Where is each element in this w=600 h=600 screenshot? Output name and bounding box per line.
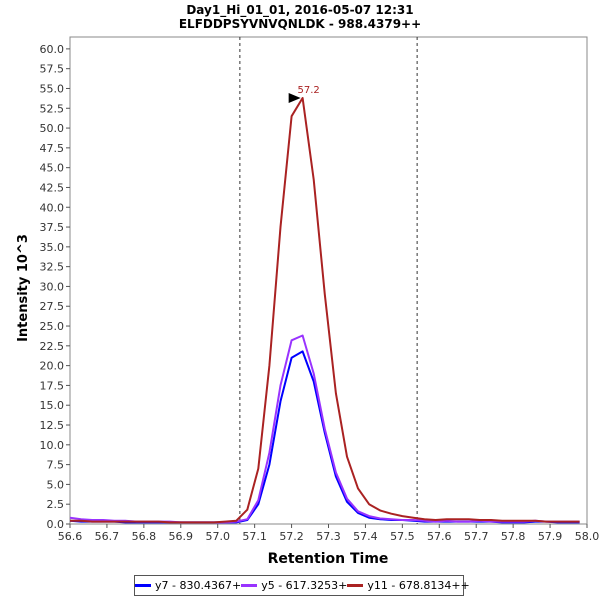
y-tick-label: 7.5 <box>47 459 65 472</box>
axes: 56.6 56.7 56.8 56.9 57.0 57.1 57.2 57.3 57.4 57.5… <box>40 43 600 543</box>
chart-subtitle: ELFDDPSYVNVQNLDK - 988.4379++ <box>179 17 421 31</box>
x-tick-label: 56.8 <box>132 530 157 543</box>
legend-swatch <box>135 584 151 587</box>
legend-item: y11 - 678.8134++ <box>347 579 470 592</box>
x-tick-label: 56.9 <box>169 530 194 543</box>
y-tick-label: 37.5 <box>40 221 65 234</box>
legend-label: y5 - 617.3253+ <box>261 579 348 592</box>
x-axis-label: Retention Time <box>268 551 389 567</box>
peak-arrow-marker <box>288 92 301 103</box>
y-tick-label: 17.5 <box>40 379 65 392</box>
y-tick-label: 52.5 <box>40 102 65 115</box>
y-tick-label: 30.0 <box>40 280 65 293</box>
y-tick-label: 2.5 <box>47 498 65 511</box>
x-tick-label: 57.6 <box>427 530 452 543</box>
series-lines <box>69 97 580 524</box>
legend-label: y11 - 678.8134++ <box>367 579 470 592</box>
x-tick-label: 56.7 <box>95 530 120 543</box>
x-tick-label: 57.4 <box>353 530 378 543</box>
y-tick-label: 57.5 <box>40 63 65 76</box>
y-axis-label: Intensity 10^3 <box>16 234 31 342</box>
series-line <box>70 97 580 524</box>
x-tick-label: 57.7 <box>464 530 489 543</box>
legend-swatch <box>241 584 258 587</box>
legend-item: y7 - 830.4367+ <box>135 579 241 592</box>
x-tick-label: 57.1 <box>242 530 267 543</box>
chart-title: Day1_Hi_01_01, 2016-05-07 12:31 <box>186 3 413 18</box>
y-tick-label: 60.0 <box>40 43 65 56</box>
x-tick-label: 57.2 <box>279 530 304 543</box>
y-tick-label: 55.0 <box>40 82 65 95</box>
legend-swatch <box>347 584 364 587</box>
y-tick-label: 40.0 <box>40 201 65 214</box>
legend-item: y5 - 617.3253+ <box>241 579 347 592</box>
y-tick-label: 32.5 <box>40 261 65 274</box>
x-tick-label: 56.6 <box>58 530 83 543</box>
y-tick-label: 42.5 <box>40 181 65 194</box>
y-tick-label: 20.0 <box>40 360 65 373</box>
y-tick-label: 5.0 <box>47 478 65 491</box>
y-tick-label: 22.5 <box>40 340 65 353</box>
y-tick-label: 15.0 <box>40 399 65 412</box>
y-tick-label: 0.0 <box>47 518 65 531</box>
x-tick-label: 57.3 <box>316 530 341 543</box>
y-tick-label: 47.5 <box>40 142 65 155</box>
y-tick-label: 25.0 <box>40 320 65 333</box>
x-tick-label: 58.0 <box>575 530 600 543</box>
peak-label: 57.2 <box>298 85 320 96</box>
x-tick-label: 57.9 <box>538 530 563 543</box>
y-tick-label: 35.0 <box>40 241 65 254</box>
y-tick-label: 12.5 <box>40 419 65 432</box>
y-tick-label: 10.0 <box>40 439 65 452</box>
x-tick-label: 57.8 <box>501 530 526 543</box>
x-tick-label: 57.5 <box>390 530 415 543</box>
y-tick-label: 50.0 <box>40 122 65 135</box>
peak-annotation: 57.2 <box>288 85 320 103</box>
x-tick-label: 57.0 <box>205 530 230 543</box>
y-tick-label: 27.5 <box>40 300 65 313</box>
legend-label: y7 - 830.4367+ <box>155 579 242 592</box>
y-tick-label: 45.0 <box>40 162 65 175</box>
legend: y7 - 830.4367+ y5 - 617.3253+ y11 - 678.81… <box>134 575 470 596</box>
